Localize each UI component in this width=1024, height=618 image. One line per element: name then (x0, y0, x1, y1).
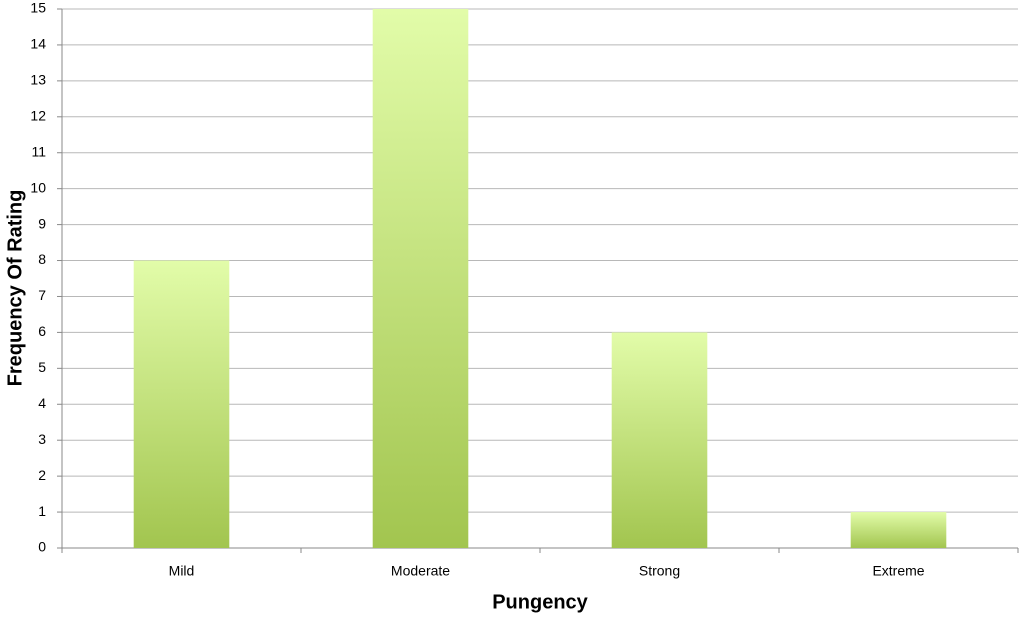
y-tick-label: 11 (31, 143, 46, 159)
y-tick-label: 0 (38, 539, 46, 555)
y-tick-label: 8 (38, 251, 46, 267)
y-tick-label: 5 (38, 359, 46, 375)
y-tick-label: 12 (30, 108, 46, 124)
y-tick-label: 6 (38, 323, 46, 339)
bar (850, 512, 947, 548)
y-tick-label: 3 (38, 431, 46, 447)
y-tick-label: 2 (38, 467, 46, 483)
y-tick-label: 1 (38, 503, 46, 519)
y-tick-label: 13 (30, 72, 46, 88)
x-tick-label: Mild (169, 563, 195, 579)
x-tick-label: Extreme (872, 563, 924, 579)
y-tick-label: 14 (30, 36, 46, 52)
x-tick-label: Moderate (391, 563, 450, 579)
y-tick-label: 10 (30, 179, 46, 195)
bar (372, 9, 469, 548)
bar (611, 332, 708, 548)
x-axis-title: Pungency (492, 591, 588, 613)
y-tick-label: 15 (30, 0, 46, 16)
y-tick-label: 4 (38, 395, 46, 411)
bar (133, 260, 230, 548)
y-axis-title: Frequency Of Rating (4, 190, 26, 387)
y-tick-label: 7 (38, 287, 46, 303)
y-tick-label: 9 (38, 215, 46, 231)
x-tick-label: Strong (639, 563, 680, 579)
